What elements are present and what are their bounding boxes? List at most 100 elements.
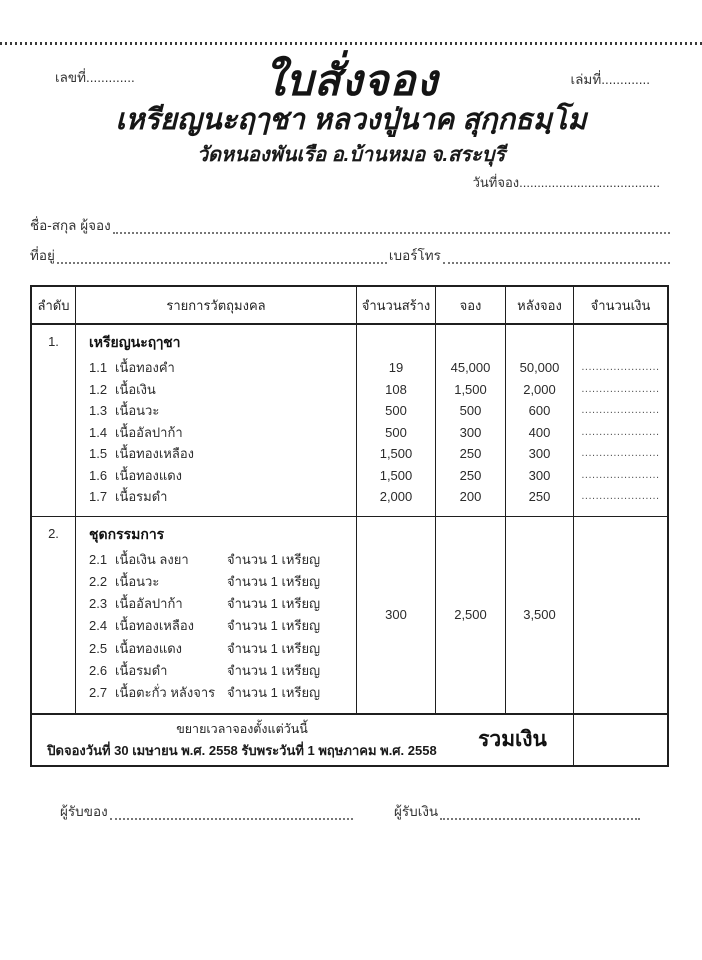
page-title: ใบสั่งจอง [263,57,439,105]
section-2-item-list: 2.1 เนื้อเงิน ลงยา จำนวน 1 เหรียญ 2.2 เนื้อน… [89,549,352,705]
value-cell-book: 200 [459,489,482,504]
section-1-made-col: 19 108 500 500 1,500 1,500 2,000 [357,325,436,516]
table-section-1: 1. เหรียญนะฤๅชา 1.1 เนื้อทองคำ 1.2 เนื้อเงิ… [32,325,667,517]
col-header-made: จำนวนสร้าง [357,287,436,323]
section-2-title: ชุดกรรมการ [89,525,165,542]
value-cell-made: 1,500 [379,467,413,483]
table-footer-row: ขยายเวลาจองตั้งแต่วันนี้ ปิดจองวันที่ 30… [32,713,667,765]
value-cell-amount: ...................... [581,382,660,395]
item-index: 1.7 [89,489,108,504]
table-item-row: 1.2 เนื้อเงิน [89,379,352,401]
value-cell-made: 500 [385,403,407,418]
perforation-line [0,42,702,45]
section-1-book-col: 45,000 1,500 500 300 250 250 200 [436,325,506,516]
item-index: 2.7 [89,685,108,701]
value-cell-amount: ...................... [581,468,660,481]
value-cell-book: 500 [459,403,482,418]
value-cell-amount: ...................... [581,361,660,373]
value-cell-after: 2,000 [523,381,556,397]
receiver-goods-label: ผู้รับของ [60,804,108,819]
item-name: เนื้อนวะ [115,403,160,418]
table-item-row: 2.3 เนื้ออัลปาก้า จำนวน 1 เหรียญ [89,593,352,615]
value-cell-after: 400 [528,424,551,440]
table-item-row: 2.2 เนื้อนวะ จำนวน 1 เหรียญ [89,571,352,593]
table-section-2: 2. ชุดกรรมการ 2.1 เนื้อเงิน ลงยา จำนวน 1 เ… [32,516,667,714]
temple-line: วัดหนองพันเรือ อ.บ้านหมอ จ.สระบุรี [196,144,506,166]
value-cell-book: 250 [459,446,482,461]
section-1-amount-col: ........................................… [574,325,667,516]
doc-volume-label: เล่มที่............. [570,72,650,87]
item-quantity: จำนวน 1 เหรียญ [227,618,321,634]
receiver-money-signature: ผู้รับเงิน [394,800,642,822]
item-index: 2.6 [89,662,108,678]
item-index: 1.2 [89,381,108,397]
item-name: เนื้อทองเหลือง [115,618,194,634]
phone-label: เบอร์โทร [388,248,441,263]
form-header: เลขที่............. ใบสั่งจอง เล่มที่...… [0,52,702,108]
section-1-items: เหรียญนะฤๅชา 1.1 เนื้อทองคำ 1.2 เนื้อเงิน 1.… [76,325,357,516]
value-cell-made: 500 [385,424,407,440]
table-item-row: 1.4 เนื้ออัลปาก้า [89,422,352,444]
name-fill-line [112,220,670,234]
form-subtitle: เหรียญนะฤๅชา หลวงปู่นาค สุกฺกธมฺโม [115,104,587,136]
item-quantity: จำนวน 1 เหรียญ [227,640,321,656]
name-line: ชื่อ-สกุล ผู้จอง [30,214,672,236]
value-cell-amount: ...................... [581,490,660,502]
item-name: เนื้อทองแดง [115,467,183,483]
table-item-row: 1.5 เนื้อทองเหลือง [89,443,352,465]
table-item-row: 1.3 เนื้อนวะ [89,400,352,422]
section-2-after-value: 3,500 [506,516,574,713]
section-1-after-col: 50,000 2,000 600 400 300 300 250 [506,325,574,516]
item-index: 2.4 [89,618,108,634]
value-cell-book: 1,500 [454,381,487,397]
item-index: 1.5 [89,446,108,461]
footer-merged-cell: ขยายเวลาจองตั้งแต่วันนี้ ปิดจองวันที่ 30… [32,714,574,765]
col-header-no: ลำดับ [32,287,76,323]
order-table: ลำดับ รายการวัตถุมงคล จำนวนสร้าง จอง หลั… [30,285,669,767]
item-quantity: จำนวน 1 เหรียญ [227,551,321,567]
section-2-book-value: 2,500 [436,516,506,713]
address-line: ที่อยู่ เบอร์โทร [30,244,672,266]
doc-number-label: เลขที่............. [55,70,135,85]
item-name: เนื้ออัลปาก้า [115,424,183,440]
value-cell-book: 250 [459,467,482,483]
value-cell-amount: ...................... [581,447,660,459]
section-2-items: ชุดกรรมการ 2.1 เนื้อเงิน ลงยา จำนวน 1 เหรี… [76,516,357,713]
table-item-row: 1.1 เนื้อทองคำ [89,357,352,379]
item-quantity: จำนวน 1 เหรียญ [227,685,321,701]
value-cell-after: 600 [528,403,551,418]
address-label: ที่อยู่ [30,248,55,263]
section-2-amount-empty [574,517,667,713]
item-name: เนื้อนวะ [115,573,160,589]
total-label: รวมเงิน [478,728,547,752]
address-fill-line [56,250,387,264]
table-item-row: 2.1 เนื้อเงิน ลงยา จำนวน 1 เหรียญ [89,549,352,571]
item-name: เนื้อเงิน [115,381,156,397]
extension-line-2: ปิดจองวันที่ 30 เมษายน พ.ศ. 2558 รับพระว… [47,742,437,758]
name-label: ชื่อ-สกุล ผู้จอง [30,218,111,233]
col-header-after: หลังจอง [506,287,574,323]
item-quantity: จำนวน 1 เหรียญ [227,573,321,589]
extension-note: ขยายเวลาจองตั้งแต่วันนี้ ปิดจองวันที่ 30… [32,719,452,761]
item-name: เนื้อเงิน ลงยา [115,551,189,567]
col-header-amount: จำนวนเงิน [590,298,651,313]
receiver-money-fill-line [440,806,640,820]
table-item-row: 1.7 เนื้อรมดำ [89,486,352,508]
table-item-row: 2.5 เนื้อทองแดง จำนวน 1 เหรียญ [89,638,352,660]
section-1-item-list: 1.1 เนื้อทองคำ 1.2 เนื้อเงิน 1.3 เนื้อนวะ 1.4 เ… [89,357,352,508]
item-index: 1.3 [89,403,108,418]
item-name: เนื้อทองคำ [115,360,175,375]
signature-row: ผู้รับของ ผู้รับเงิน [60,800,642,822]
phone-fill-line [442,250,670,264]
section-1-no: 1. [32,325,76,516]
table-item-row: 2.7 เนื้อตะกั่ว หลังจาร จำนวน 1 เหรียญ [89,682,352,704]
value-cell-amount: ...................... [581,425,660,438]
item-name: เนื้อรมดำ [115,489,168,504]
section-1-title: เหรียญนะฤๅชา [89,334,181,350]
item-index: 1.4 [89,424,108,440]
value-cell-after: 300 [528,467,551,483]
receiver-money-label: ผู้รับเงิน [394,804,439,819]
item-index: 2.1 [89,551,108,567]
value-cell-book: 300 [459,424,482,440]
value-cell-made: 1,500 [379,446,413,461]
